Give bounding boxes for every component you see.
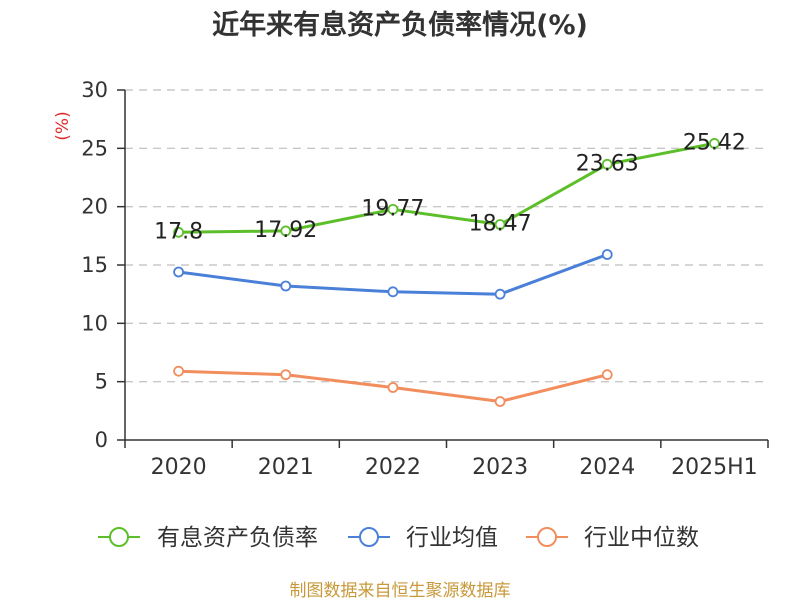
data-label: 25.42 [683,130,746,155]
data-label: 17.8 [154,219,203,244]
data-point [494,288,506,300]
y-tick-label: 30 [81,78,108,102]
x-tick-label: 2022 [365,455,421,480]
legend-item-interest-bearing-debt-ratio[interactable]: 有息资产负债率 [98,525,318,551]
data-point [494,396,506,407]
legend-label: 行业中位数 [584,525,699,551]
data-label: 19.77 [361,196,424,221]
data-point [387,286,399,298]
gridlines [125,89,768,383]
y-tick-label: 5 [95,370,108,394]
x-tick-label: 2025H1 [671,455,758,480]
y-axis-label: (%) [53,111,73,140]
y-tick-label: 0 [95,428,108,452]
y-tick-label: 25 [81,136,108,160]
series-points [173,138,720,407]
x-tick-label: 2020 [151,455,207,480]
series-lines [177,141,716,403]
data-point [601,158,613,170]
data-label: 18.47 [469,212,532,237]
source-note: 制图数据来自恒生聚源数据库 [290,581,511,600]
data-labels: 17.8 17.92 19.77 18.47 23.63 25.42 [154,130,746,244]
x-tick-label: 2023 [472,455,528,480]
data-point [494,219,506,230]
data-point [280,369,292,381]
legend: 有息资产负债率 行业均值 行业中位数 [98,525,699,551]
data-point [387,382,399,393]
data-point [173,266,184,278]
data-label: 17.92 [254,218,317,243]
legend-circle-icon [537,527,557,547]
data-label: 23.63 [576,151,639,176]
x-tick-label: 2024 [579,455,635,480]
legend-circle-icon [359,527,379,547]
data-point [280,225,292,237]
data-point [601,369,613,381]
legend-label: 行业均值 [406,525,498,551]
y-tick-label: 15 [81,253,108,277]
data-point [387,203,399,215]
data-point [173,226,184,238]
axes: 0 5 10 15 20 25 30 2020 2021 2022 2023 2024 2025H1 [81,78,769,480]
data-point [280,280,292,292]
legend-item-industry-median[interactable]: 行业中位数 [526,525,699,551]
legend-circle-icon [109,527,129,547]
y-tick-label: 10 [81,311,108,335]
data-point [173,365,184,377]
series-line [177,141,716,234]
data-point [709,138,720,149]
y-tick-label: 20 [81,195,108,219]
x-tick-label: 2021 [258,455,314,480]
data-point [601,249,613,260]
legend-item-industry-average[interactable]: 行业均值 [348,525,498,551]
chart-title: 近年来有息资产负债率情况(%) [212,9,588,41]
legend-label: 有息资产负债率 [157,525,318,551]
